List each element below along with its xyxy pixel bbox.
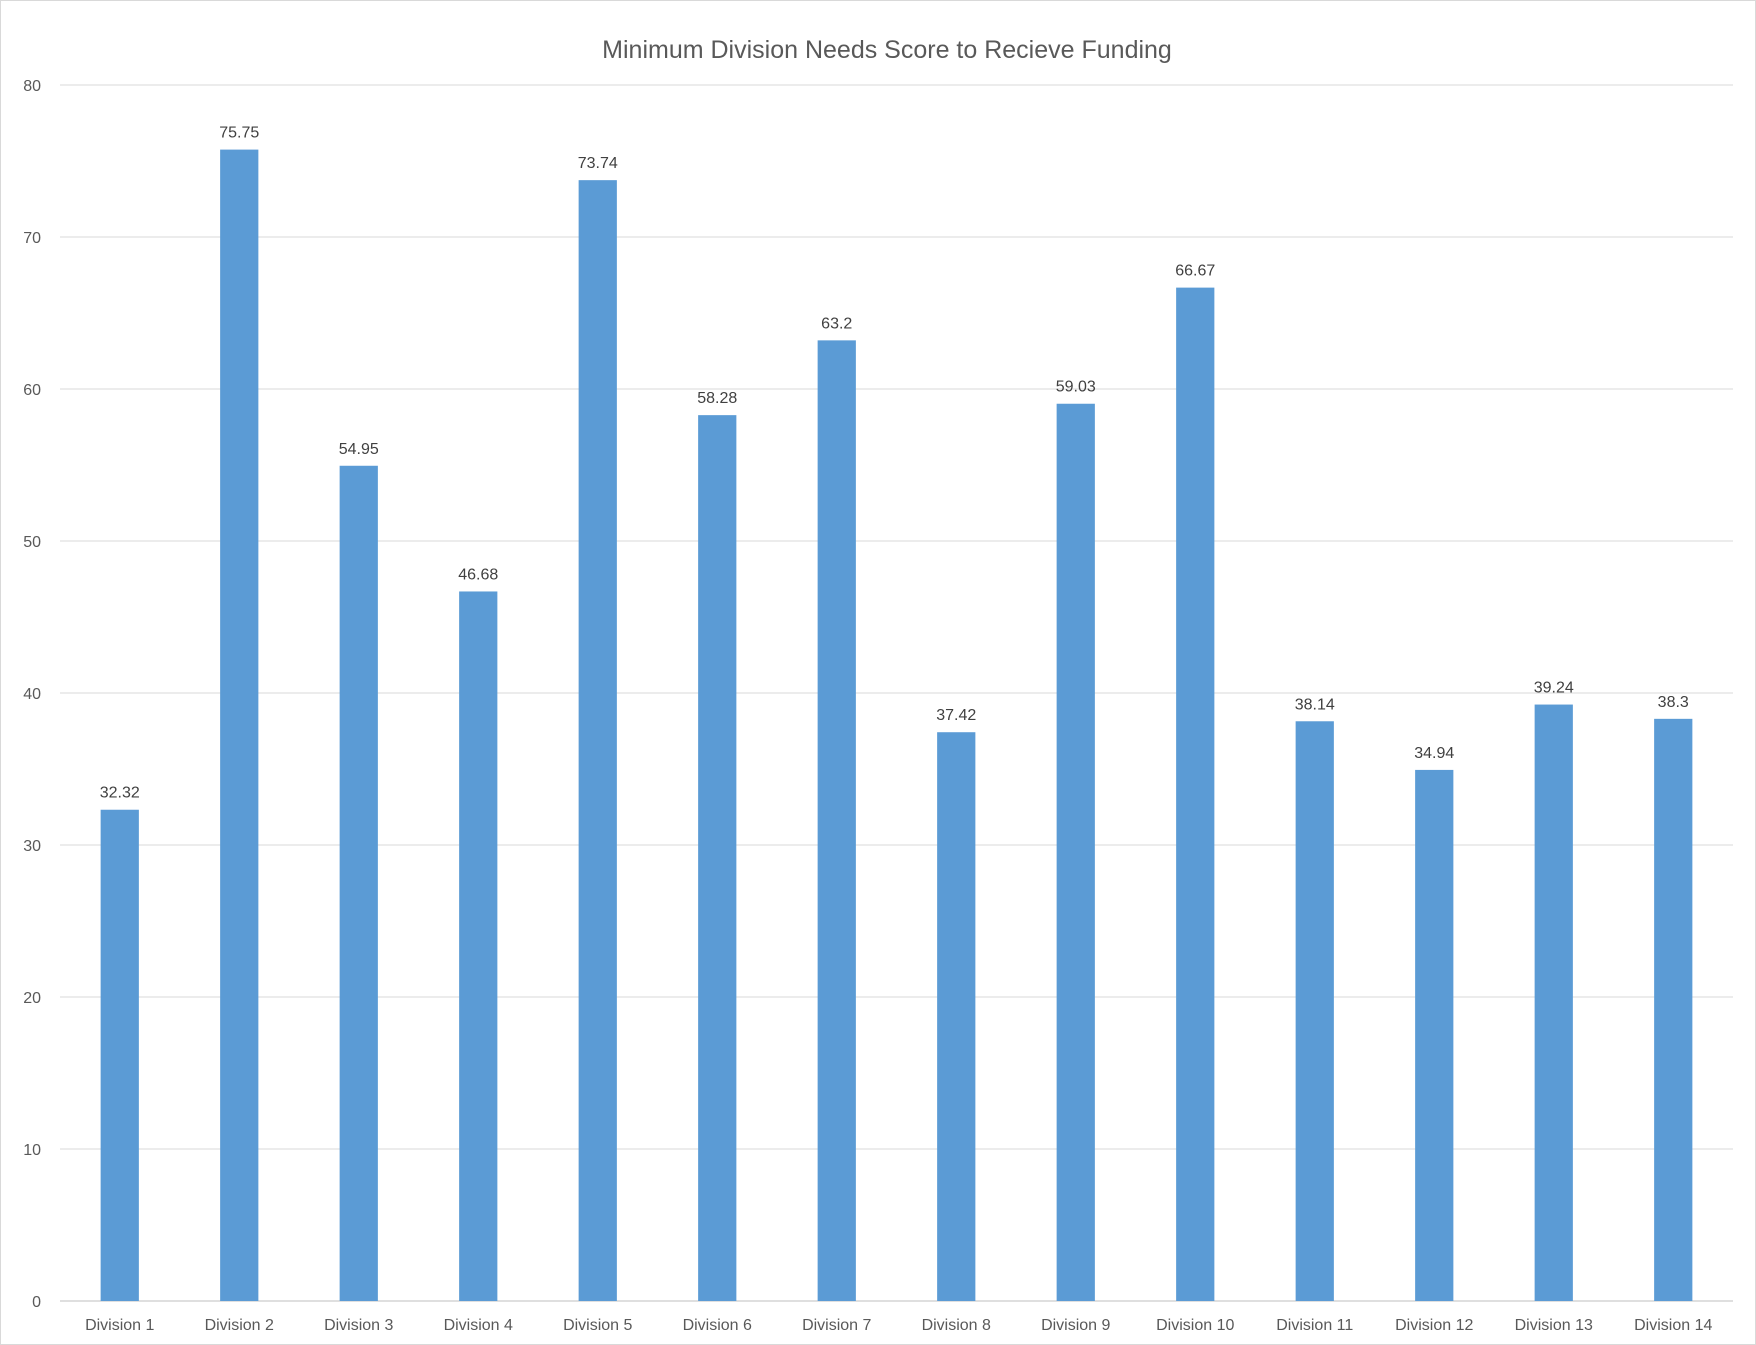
data-labels: 32.32 75.75 54.95 46.68 73.74 58.28 63.2 37.42 5… [100,125,1689,802]
x-tick-label: Division 4 [444,1317,513,1334]
data-label: 73.74 [578,155,618,172]
data-label: 75.75 [219,125,259,142]
data-label: 37.42 [936,707,976,724]
x-tick-label: Division 11 [1276,1317,1353,1334]
y-axis-ticks: 0 10 20 30 40 50 60 70 80 [23,78,41,1311]
y-tick-label: 80 [23,78,41,95]
bar-division-2 [220,149,259,1302]
gridlines [60,84,1733,1302]
data-label: 34.94 [1414,745,1454,762]
x-tick-label: Division 8 [922,1317,991,1334]
bar-division-4 [459,591,498,1301]
y-tick-label: 50 [23,534,41,551]
bar-division-12 [1415,769,1454,1301]
x-tick-label: Division 3 [324,1317,393,1334]
chart-title: Minimum Division Needs Score to Recieve … [602,36,1172,64]
x-tick-label: Division 5 [563,1317,632,1334]
bar-division-13 [1534,704,1573,1301]
bar-division-1 [100,809,139,1301]
bar-division-14 [1654,718,1693,1301]
y-tick-label: 30 [23,838,41,855]
bar-division-6 [698,415,737,1301]
data-label: 59.03 [1056,379,1096,396]
bar-division-10 [1176,287,1215,1302]
bar-division-11 [1295,721,1334,1301]
bar-division-5 [578,180,617,1302]
x-tick-label: Division 12 [1395,1317,1473,1334]
data-label: 38.3 [1658,694,1689,711]
bar-division-3 [339,465,378,1301]
x-axis-ticks: Division 1 Division 2 Division 3 Division 4… [85,1317,1712,1334]
data-label: 66.67 [1175,263,1215,280]
x-tick-label: Division 13 [1515,1317,1593,1334]
bar-division-8 [937,732,976,1301]
x-tick-label: Division 14 [1634,1317,1712,1334]
y-tick-label: 10 [23,1142,41,1159]
y-tick-label: 70 [23,230,41,247]
data-label: 32.32 [100,785,140,802]
x-tick-label: Division 1 [85,1317,154,1334]
bar-division-9 [1056,403,1095,1301]
x-tick-label: Division 9 [1041,1317,1110,1334]
data-label: 58.28 [697,390,737,407]
bars [100,149,1693,1302]
data-label: 39.24 [1534,680,1574,697]
x-tick-label: Division 10 [1156,1317,1234,1334]
x-tick-label: Division 2 [205,1317,274,1334]
data-label: 46.68 [458,566,498,583]
data-label: 63.2 [821,315,852,332]
y-tick-label: 40 [23,686,41,703]
x-tick-label: Division 6 [683,1317,752,1334]
data-label: 54.95 [339,441,379,458]
x-tick-label: Division 7 [802,1317,871,1334]
y-tick-label: 60 [23,382,41,399]
bar-division-7 [817,340,856,1301]
y-tick-label: 0 [32,1294,41,1311]
y-tick-label: 20 [23,990,41,1007]
data-label: 38.14 [1295,696,1335,713]
